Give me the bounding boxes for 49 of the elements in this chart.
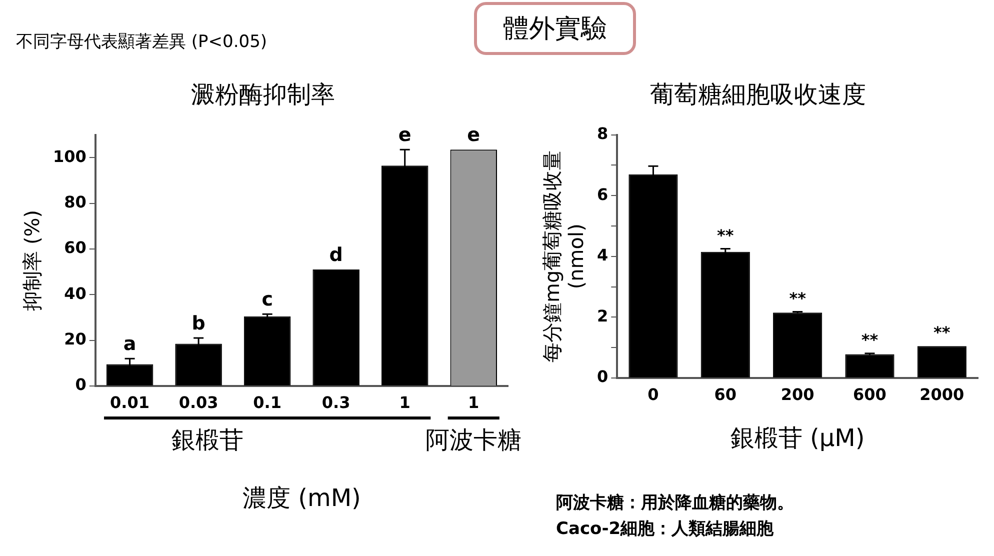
data-label: d xyxy=(329,244,343,266)
bar xyxy=(917,346,966,378)
y-tick-label: 40 xyxy=(64,284,86,303)
x-tick-label: 0.01 xyxy=(110,392,150,412)
x-tick-label: 200 xyxy=(780,384,814,404)
data-label: e xyxy=(398,124,412,146)
chart-title: 澱粉酶抑制率 xyxy=(191,80,335,109)
x-tick-label: 0.1 xyxy=(253,392,282,412)
y-tick-label: 80 xyxy=(64,192,86,212)
x-tick-label: 2000 xyxy=(920,384,964,404)
text: Caco-2細胞：人類結腸細胞 xyxy=(556,518,775,541)
bar xyxy=(845,354,894,378)
bar xyxy=(244,316,291,386)
x-axis-title: 濃度 (mM) xyxy=(242,484,361,512)
data-label: a xyxy=(123,333,136,356)
bar xyxy=(700,252,750,378)
y-tick-label: 20 xyxy=(64,329,86,348)
text: 阿波卡糖：用於降血糖的藥物。 xyxy=(556,492,794,515)
bar xyxy=(773,312,822,378)
data-label: c xyxy=(262,288,273,311)
x-tick-label: 0.03 xyxy=(178,392,218,412)
y-tick-label: 60 xyxy=(64,238,86,258)
text: 不同字母代表顯著差異 (P<0.05) xyxy=(16,31,268,53)
y-axis-title: 抑制率 (%) xyxy=(20,210,44,311)
y-tick-label: 100 xyxy=(52,146,86,166)
x-tick-label: 0 xyxy=(648,384,659,404)
data-label: ** xyxy=(934,323,951,342)
x-tick-label: 1 xyxy=(399,392,410,412)
data-label: e xyxy=(467,124,480,146)
x-tick-label: 1 xyxy=(468,392,480,412)
y-tick-label: 0 xyxy=(596,367,608,386)
data-label: ** xyxy=(861,330,879,350)
x-tick-label: 0.3 xyxy=(322,392,350,412)
chart-title: 葡萄糖細胞吸收速度 xyxy=(650,80,866,109)
y-tick-label: 6 xyxy=(596,184,608,204)
x-tick-label: 600 xyxy=(853,384,886,404)
x-tick-label: 60 xyxy=(714,384,737,404)
y-tick-label: 4 xyxy=(596,246,608,265)
text: 阿波卡糖 xyxy=(426,426,522,454)
data-label: ** xyxy=(789,288,807,308)
data-label: b xyxy=(192,312,206,334)
bar xyxy=(312,270,360,386)
data-label: ** xyxy=(717,226,734,245)
text: 體外實驗 xyxy=(474,2,636,55)
y-tick-label: 2 xyxy=(596,306,608,326)
text: 銀椴苷 xyxy=(171,426,244,454)
y-axis-title: 每分鐘mg葡萄糖吸收量 (nmol) xyxy=(540,150,588,362)
x-axis-title: 銀椴苷 (μM) xyxy=(730,424,865,452)
y-tick-label: 8 xyxy=(596,124,608,143)
